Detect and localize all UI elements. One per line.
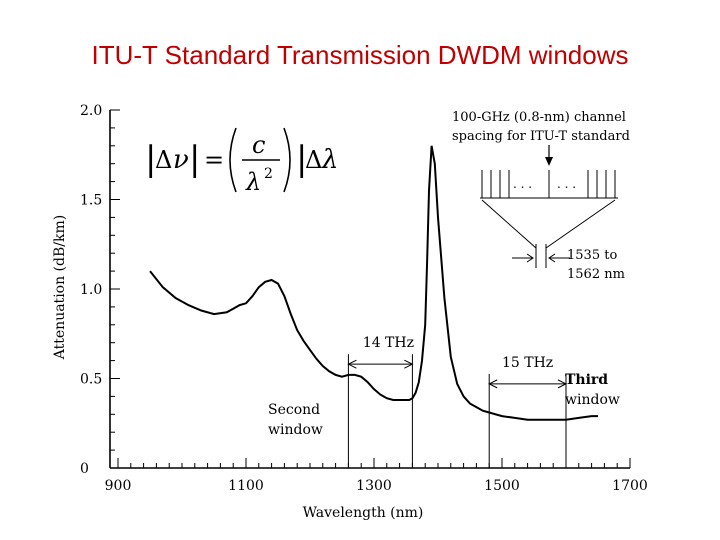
channel-spacing-line1: 100-GHz (0.8-nm) channel	[452, 110, 626, 125]
second-window-label-line2: window	[268, 422, 323, 438]
eq-right-paren	[283, 127, 291, 193]
eq-bar-1: |	[145, 139, 156, 179]
x-tick-label: 1500	[484, 478, 520, 494]
y-tick-label: 1.5	[80, 193, 102, 209]
x-tick-label: 1100	[228, 478, 264, 494]
y-tick-label: 0.5	[80, 372, 102, 388]
attenuation-curve	[149, 145, 598, 421]
axis-ticks	[110, 109, 631, 469]
zoom-funnel	[481, 199, 616, 249]
window-width-label: 14 THz	[363, 335, 414, 351]
window-arrowhead-left	[347, 359, 357, 369]
x-tick-label: 1300	[356, 478, 392, 494]
eq-bar-3: |	[296, 139, 307, 179]
channel-comb: . . . . . .	[480, 170, 618, 199]
eq-denominator: λ	[245, 168, 261, 196]
tick-labels: 900 1100 1300 1500 1700 0 0.5 1.0 1.5 2.0	[80, 103, 648, 494]
y-tick-label: 1.0	[80, 282, 102, 298]
x-tick-label: 900	[105, 478, 132, 494]
zoom-arrow-right	[548, 253, 570, 263]
eq-numerator: c	[252, 131, 265, 159]
eq-delta-2: Δ	[305, 146, 322, 174]
range-label-line1: 1535 to	[567, 248, 617, 263]
window-width-label: 15 THz	[502, 355, 553, 371]
channel-pointer-head	[545, 157, 553, 166]
transmission-windows: 14 THz 15 THz	[347, 335, 568, 468]
x-tick-label: 1700	[612, 478, 648, 494]
eq-bar-2: |	[189, 139, 200, 179]
slide-title: ITU-T Standard Transmission DWDM windows	[91, 40, 629, 70]
svg-text:. . .: . . .	[557, 177, 576, 191]
third-window-label-line1: Third	[565, 372, 608, 388]
third-window-label-line2: window	[565, 392, 620, 408]
range-label-line2: 1562 nm	[567, 267, 625, 282]
svg-text:. . .: . . .	[513, 177, 532, 191]
zoom-arrow-left	[512, 253, 534, 263]
eq-equals: =	[204, 146, 224, 174]
eq-left-paren	[229, 127, 237, 193]
y-axis-label: Attenuation (dB/km)	[52, 215, 68, 360]
eq-delta-1: Δ	[155, 146, 172, 174]
window-arrowhead-right	[557, 379, 568, 389]
second-window-label-line1: Second	[268, 402, 320, 418]
y-tick-label: 2.0	[80, 103, 102, 119]
window-arrowhead-right	[404, 359, 414, 369]
dispersion-equation: | Δ ν | = c λ 2 | Δ λ	[145, 127, 338, 196]
x-axis-label: Wavelength (nm)	[303, 505, 424, 521]
eq-nu: ν	[173, 145, 189, 175]
window-arrowhead-left	[488, 379, 498, 389]
eq-lambda: λ	[321, 145, 338, 175]
channel-spacing-line2: spacing for ITU-T standard	[452, 129, 630, 144]
eq-exponent: 2	[264, 166, 273, 182]
y-tick-label: 0	[80, 461, 89, 477]
